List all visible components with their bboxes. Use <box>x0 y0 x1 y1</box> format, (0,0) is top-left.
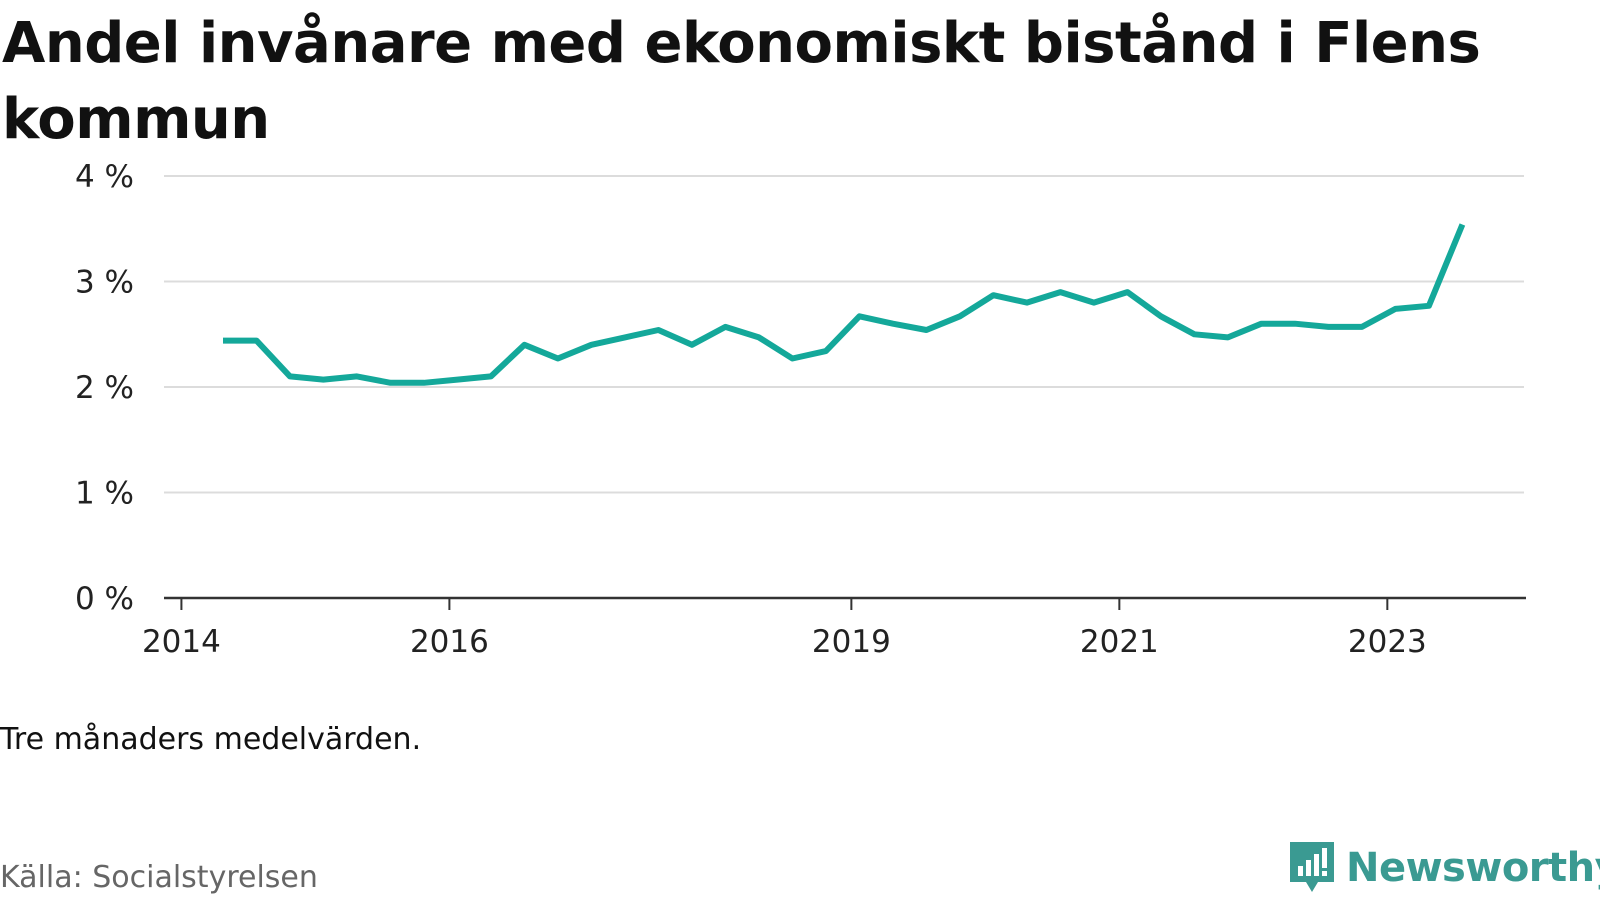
series-line <box>223 223 1466 386</box>
x-axis: 2014 2016 2019 2021 2023 <box>142 596 1526 660</box>
data-point <box>823 348 829 354</box>
data-point <box>655 327 661 333</box>
y-tick-label: 0 % <box>75 581 134 617</box>
data-point <box>1124 289 1130 295</box>
data-point <box>990 292 996 298</box>
data-point <box>588 342 594 348</box>
data-point <box>1459 222 1465 228</box>
x-tick-label: 2021 <box>1080 624 1159 660</box>
y-axis-ticks: 0 % 1 % 2 % 3 % 4 % <box>75 159 134 617</box>
data-point <box>756 334 762 340</box>
y-tick-label: 1 % <box>75 476 134 512</box>
data-point <box>287 373 293 379</box>
newsworthy-logo-icon <box>1290 842 1334 892</box>
data-point <box>1057 289 1063 295</box>
data-point <box>521 342 527 348</box>
data-point <box>1225 334 1231 340</box>
series <box>220 222 1466 386</box>
data-point <box>454 377 460 383</box>
data-point <box>220 338 226 344</box>
data-point <box>253 338 259 344</box>
data-point <box>957 313 963 319</box>
y-tick-label: 4 % <box>75 159 134 195</box>
data-point <box>1292 321 1298 327</box>
data-point <box>488 373 494 379</box>
data-point <box>1258 321 1264 327</box>
data-point <box>1392 306 1398 312</box>
data-point <box>622 334 628 340</box>
data-point <box>387 380 393 386</box>
x-tick-label: 2019 <box>812 624 891 660</box>
data-point <box>890 321 896 327</box>
x-tick-label: 2014 <box>142 624 221 660</box>
data-point <box>1191 331 1197 337</box>
data-point <box>1091 300 1097 306</box>
newsworthy-logo: Newsworthy <box>1288 840 1600 896</box>
source-credit: Källa: Socialstyrelsen <box>0 860 318 895</box>
x-tick-label: 2023 <box>1348 624 1427 660</box>
data-point <box>789 356 795 362</box>
y-tick-label: 3 % <box>75 265 134 301</box>
data-point <box>689 342 695 348</box>
data-point <box>1325 324 1331 330</box>
x-tick-label: 2016 <box>410 624 489 660</box>
gridlines <box>164 175 1524 494</box>
brand-name: Newsworthy <box>1346 845 1600 891</box>
data-point <box>1426 303 1432 309</box>
data-point <box>1359 324 1365 330</box>
chart-title: Andel invånare med ekonomiskt bistånd i … <box>2 11 1481 152</box>
data-point <box>320 377 326 383</box>
data-point <box>354 373 360 379</box>
data-point <box>1158 313 1164 319</box>
data-point <box>856 313 862 319</box>
data-point <box>1024 300 1030 306</box>
data-point <box>722 324 728 330</box>
y-tick-label: 2 % <box>75 370 134 406</box>
data-point <box>923 327 929 333</box>
data-point <box>421 380 427 386</box>
data-point <box>555 356 561 362</box>
chart-note: Tre månaders medelvärden. <box>0 722 422 757</box>
